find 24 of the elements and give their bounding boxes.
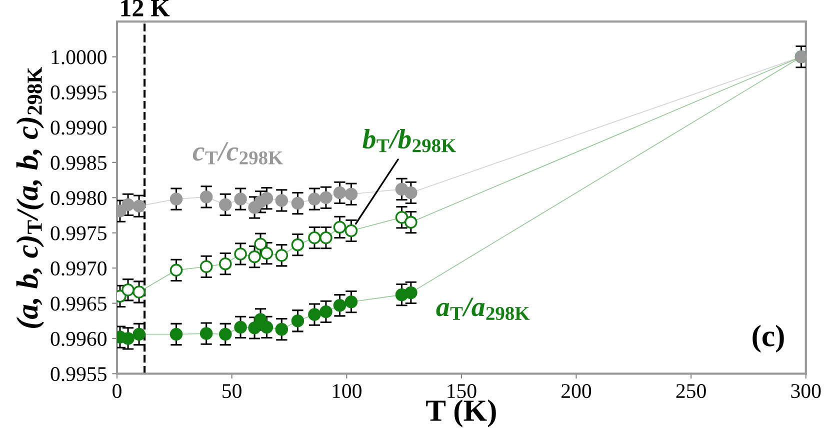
y-tick-label: 0.9985 (50, 156, 106, 170)
y-tick-label: 0.9965 (50, 296, 106, 311)
x-tick-label: 200 (562, 384, 592, 398)
series-label: c$_{T}$/c$_{298K}$ (192, 142, 284, 164)
x-tick-label: 50 (222, 384, 242, 398)
y-tick-label: 0.9980 (50, 191, 106, 206)
x-tick-label: 250 (676, 384, 706, 398)
y-axis-title: (a, b, c)$_{T}$/(a, b, c)$_{298K}$ (16, 66, 44, 328)
x-tick-label: 0 (112, 384, 122, 398)
series-label: b$_{T}$/b$_{298K}$ (362, 128, 456, 152)
y-tick-label: 0.9975 (50, 226, 106, 240)
y-tick-label: 0.9990 (50, 120, 106, 135)
annotation: (c) (752, 324, 784, 353)
y-tick-label: 0.9970 (50, 261, 106, 276)
series-label: a$_{T}$/a$_{298K}$ (436, 298, 530, 320)
x-tick-label: 150 (448, 384, 476, 398)
x-tick-label: 100 (332, 384, 362, 398)
x-tick-label: 300 (791, 384, 821, 398)
ref-line-label: 12 K (121, 0, 170, 16)
y-tick-label: 0.9995 (50, 85, 106, 100)
y-tick-label: 0.9955 (50, 367, 106, 382)
y-tick-label: 0.9960 (50, 332, 106, 346)
x-axis-title: T (K) (426, 400, 496, 428)
y-tick-label: 1.0000 (52, 50, 106, 64)
